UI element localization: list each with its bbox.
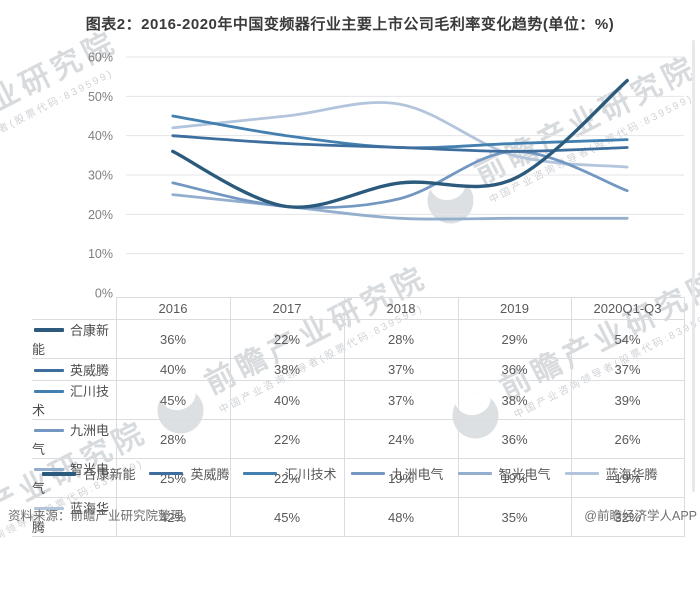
- line-chart: 0% 10% 20% 30% 40% 50% 60%: [88, 51, 684, 301]
- legend-label: 英威腾: [190, 467, 230, 482]
- table-row: 九洲电气 28% 22% 24% 36% 26%: [32, 419, 685, 459]
- table-cell: 36%: [457, 419, 571, 459]
- column-header-2018: 2018: [343, 297, 458, 320]
- table-cell: 37%: [570, 358, 685, 381]
- data-table: 2016 2017 2018 2019 2020Q1-Q3 合康新能 36% 22% 28% 29…: [32, 297, 685, 537]
- table-header-row: 2016 2017 2018 2019 2020Q1-Q3: [32, 297, 685, 320]
- legend-item-英威腾: 英威腾: [149, 464, 229, 483]
- column-header-2019: 2019: [457, 297, 571, 320]
- legend-line-icon: [243, 472, 278, 475]
- table-cell: 24%: [343, 419, 458, 459]
- table-row: 英威腾 40% 38% 37% 36% 37%: [32, 358, 685, 381]
- table-row: 蓝海华腾 42% 45% 48% 35% 32%: [32, 497, 685, 537]
- table-cell: 45%: [115, 380, 230, 420]
- table-cell: 19%: [570, 458, 685, 498]
- table-cell: 28%: [343, 319, 458, 359]
- page-title: 图表2：2016-2020年中国变频器行业主要上市公司毛利率变化趋势(单位：%): [85, 16, 615, 33]
- table-cell: 38%: [457, 380, 571, 420]
- panel-right-border: [692, 40, 695, 492]
- row-label-合康新能: 合康新能: [32, 319, 116, 359]
- credit-note: @前瞻经济学人APP: [584, 509, 697, 523]
- y-axis-tick-label: 0%: [95, 287, 113, 301]
- column-header-2016: 2016: [115, 297, 230, 320]
- table-cell: 40%: [115, 358, 230, 381]
- legend-item-蓝海华腾: 蓝海华腾: [564, 464, 658, 483]
- legend-line-icon: [457, 472, 492, 475]
- series-color-swatch: [34, 368, 64, 372]
- table-corner-cell: [32, 297, 116, 320]
- row-label-智光电气: 智光电气: [32, 458, 116, 498]
- table-cell: 36%: [457, 358, 571, 381]
- legend-item-汇川技术: 汇川技术: [243, 464, 337, 483]
- table-cell: 54%: [570, 319, 685, 359]
- y-axis-tick-label: 60%: [88, 51, 113, 65]
- series-name: 合康新能: [32, 323, 110, 357]
- series-name: 九洲电气: [32, 423, 110, 457]
- legend-line-icon: [350, 472, 385, 475]
- legend-item-合康新能: 合康新能: [42, 464, 135, 483]
- legend-item-智光电气: 智光电气: [457, 464, 551, 483]
- table-cell: 19%: [457, 458, 571, 498]
- chart-legend: 合康新能 英威腾 汇川技术 九洲电气 智光电气 蓝海华腾: [0, 464, 700, 483]
- series-color-swatch: [34, 428, 64, 432]
- legend-label: 蓝海华腾: [605, 467, 658, 482]
- row-label-汇川技术: 汇川技术: [32, 380, 116, 420]
- table-row: 智光电气 25% 22% 19% 19% 19%: [32, 458, 685, 498]
- table-cell: 38%: [229, 358, 344, 381]
- source-note: 资料来源：前瞻产业研究院整理: [8, 509, 184, 523]
- table-cell: 48%: [343, 497, 458, 537]
- table-cell: 37%: [343, 358, 458, 381]
- series-name: 汇川技术: [32, 384, 110, 418]
- legend-line-icon: [564, 472, 599, 475]
- y-axis-tick-label: 10%: [88, 247, 113, 261]
- legend-label: 合康新能: [83, 467, 136, 482]
- table-cell: 39%: [570, 380, 685, 420]
- series-line-英威腾: [171, 134, 629, 153]
- legend-label: 汇川技术: [284, 467, 337, 482]
- series-color-swatch: [34, 506, 64, 510]
- table-cell: 32%: [570, 497, 685, 537]
- series-color-swatch: [34, 467, 64, 471]
- row-label-蓝海华腾: 蓝海华腾: [32, 497, 116, 537]
- series-line-九洲电气: [171, 149, 629, 210]
- table-row: 汇川技术 45% 40% 37% 38% 39%: [32, 380, 685, 420]
- legend-label: 智光电气: [498, 467, 551, 482]
- y-axis-tick-label: 50%: [88, 90, 113, 104]
- legend-line-icon: [149, 472, 184, 475]
- table-cell: 40%: [229, 380, 344, 420]
- y-axis-tick-label: 30%: [88, 169, 113, 183]
- table-cell: 25%: [115, 458, 230, 498]
- table-cell: 22%: [229, 319, 344, 359]
- column-header-2020Q1-Q3: 2020Q1-Q3: [570, 297, 685, 320]
- series-color-swatch: [34, 328, 64, 333]
- y-axis-tick-label: 40%: [88, 129, 113, 143]
- legend-label: 九洲电气: [391, 467, 444, 482]
- table-cell: 22%: [229, 458, 344, 498]
- table-cell: 22%: [229, 419, 344, 459]
- y-axis-tick-label: 20%: [88, 208, 113, 222]
- table-cell: 36%: [115, 319, 230, 359]
- table-cell: 37%: [343, 380, 458, 420]
- table-cell: 29%: [457, 319, 571, 359]
- series-line-蓝海华腾: [171, 101, 629, 169]
- table-cell: 19%: [343, 458, 458, 498]
- column-header-2017: 2017: [229, 297, 344, 320]
- footer: 资料来源：前瞻产业研究院整理 @前瞻经济学人APP: [8, 505, 697, 524]
- row-label-英威腾: 英威腾: [32, 358, 116, 381]
- legend-item-九洲电气: 九洲电气: [350, 464, 444, 483]
- series-name: 英威腾: [70, 363, 110, 378]
- series-color-swatch: [34, 389, 64, 393]
- series-line-智光电气: [171, 193, 629, 221]
- legend-line-icon: [42, 471, 77, 476]
- series-name: 蓝海华腾: [32, 501, 110, 535]
- table-cell: 45%: [229, 497, 344, 537]
- row-label-九洲电气: 九洲电气: [32, 419, 116, 459]
- table-row: 合康新能 36% 22% 28% 29% 54%: [32, 319, 685, 359]
- table-cell: 28%: [115, 419, 230, 459]
- series-name: 智光电气: [32, 462, 110, 496]
- series-line-合康新能: [171, 78, 629, 209]
- table-cell: 26%: [570, 419, 685, 459]
- table-cell: 42%: [115, 497, 230, 537]
